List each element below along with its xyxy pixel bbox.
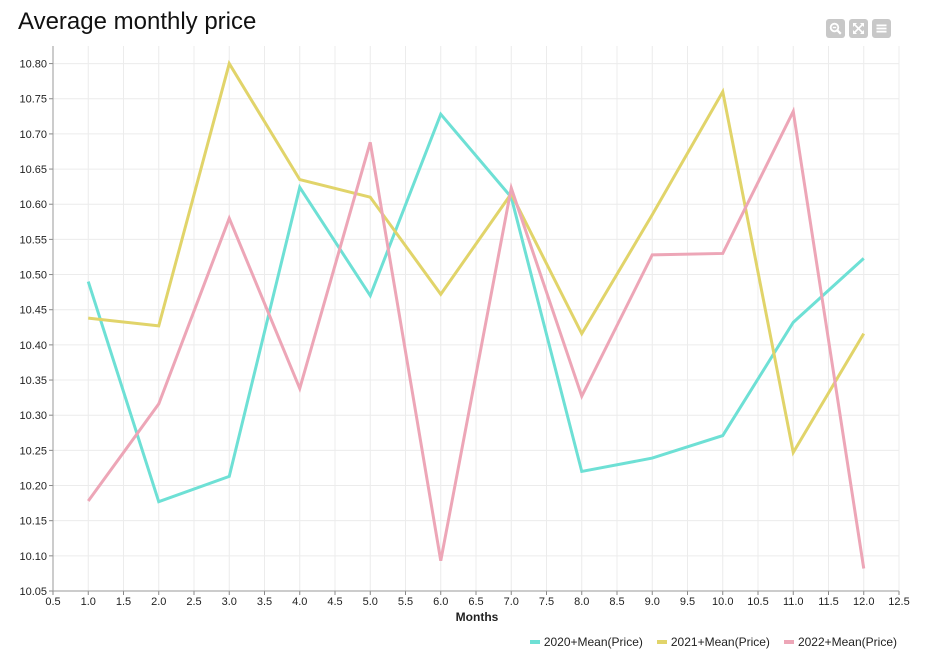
x-tick-label: 12.0 xyxy=(853,596,874,608)
zoom-icon xyxy=(829,22,842,35)
y-tick-label: 10.45 xyxy=(19,305,47,317)
x-tick-label: 1.5 xyxy=(116,596,131,608)
legend-swatch xyxy=(783,640,794,644)
y-tick-label: 10.30 xyxy=(19,410,47,422)
x-tick-label: 12.5 xyxy=(888,596,909,608)
x-tick-label: 2.0 xyxy=(151,596,166,608)
x-tick-label: 1.0 xyxy=(81,596,96,608)
legend-item-2020[interactable]: 2020+Mean(Price) xyxy=(529,635,643,649)
y-tick-label: 10.25 xyxy=(19,445,47,457)
y-tick-label: 10.75 xyxy=(19,94,47,106)
y-tick-label: 10.20 xyxy=(19,481,47,493)
x-tick-label: 5.5 xyxy=(398,596,413,608)
axes: 0.5 1.0 1.5 2.0 2.5 3.0 3.5 4.0 4.5 5.0 5.5 6.0 6.5 7… xyxy=(19,46,910,608)
x-tick-label: 3.0 xyxy=(222,596,237,608)
series-lines xyxy=(86,59,866,569)
x-tick-label: 4.0 xyxy=(292,596,307,608)
legend-label: 2022+Mean(Price) xyxy=(797,635,897,649)
zoom-button[interactable] xyxy=(826,19,845,38)
x-tick-label: 6.0 xyxy=(433,596,448,608)
y-tick-label: 10.60 xyxy=(19,199,47,211)
x-axis-title: Months xyxy=(456,610,499,624)
menu-icon xyxy=(876,24,887,33)
x-tick-label: 9.0 xyxy=(645,596,660,608)
x-tick-label: 6.5 xyxy=(468,596,483,608)
y-tick-label: 10.05 xyxy=(19,586,47,598)
legend-label: 2020+Mean(Price) xyxy=(543,635,643,649)
legend-item-2021[interactable]: 2021+Mean(Price) xyxy=(656,635,770,649)
legend-label: 2021+Mean(Price) xyxy=(670,635,770,649)
x-tick-label: 2.5 xyxy=(186,596,201,608)
x-tick-label: 10.5 xyxy=(747,596,768,608)
x-tick-label: 11.5 xyxy=(818,596,839,608)
x-tick-label: 8.5 xyxy=(609,596,624,608)
x-tick-label: 8.0 xyxy=(574,596,589,608)
y-tick-label: 10.70 xyxy=(19,129,47,141)
x-tick-label: 7.0 xyxy=(504,596,519,608)
fullscreen-button[interactable] xyxy=(849,19,868,38)
y-tick-label: 10.65 xyxy=(19,164,47,176)
x-tick-label: 9.5 xyxy=(680,596,695,608)
series-line-2022[interactable] xyxy=(87,106,866,569)
y-tick-label: 10.50 xyxy=(19,270,47,282)
legend-swatch xyxy=(529,640,540,644)
x-tick-label: 3.5 xyxy=(257,596,272,608)
y-tick-label: 10.10 xyxy=(19,551,47,563)
chart-toolbar xyxy=(826,19,891,38)
y-tick-label: 10.55 xyxy=(19,234,47,246)
x-tick-label: 11.0 xyxy=(783,596,804,608)
legend: 2020+Mean(Price) 2021+Mean(Price) 2022+Mea… xyxy=(529,635,897,649)
fullscreen-icon xyxy=(853,23,864,34)
x-tick-label: 0.5 xyxy=(45,596,60,608)
series-line-2020[interactable] xyxy=(86,111,865,504)
legend-item-2022[interactable]: 2022+Mean(Price) xyxy=(783,635,897,649)
legend-swatch xyxy=(656,640,667,644)
x-tick-label: 7.5 xyxy=(539,596,554,608)
y-tick-label: 10.40 xyxy=(19,340,47,352)
y-tick-label: 10.35 xyxy=(19,375,47,387)
menu-button[interactable] xyxy=(872,19,891,38)
series-line-2021[interactable] xyxy=(88,59,866,457)
x-tick-label: 10.0 xyxy=(712,596,733,608)
grid xyxy=(52,46,900,592)
x-tick-label: 4.5 xyxy=(327,596,342,608)
y-tick-label: 10.15 xyxy=(19,516,47,528)
y-tick-label: 10.80 xyxy=(19,59,47,71)
chart-title: Average monthly price xyxy=(18,8,257,35)
x-tick-label: 5.0 xyxy=(363,596,378,608)
